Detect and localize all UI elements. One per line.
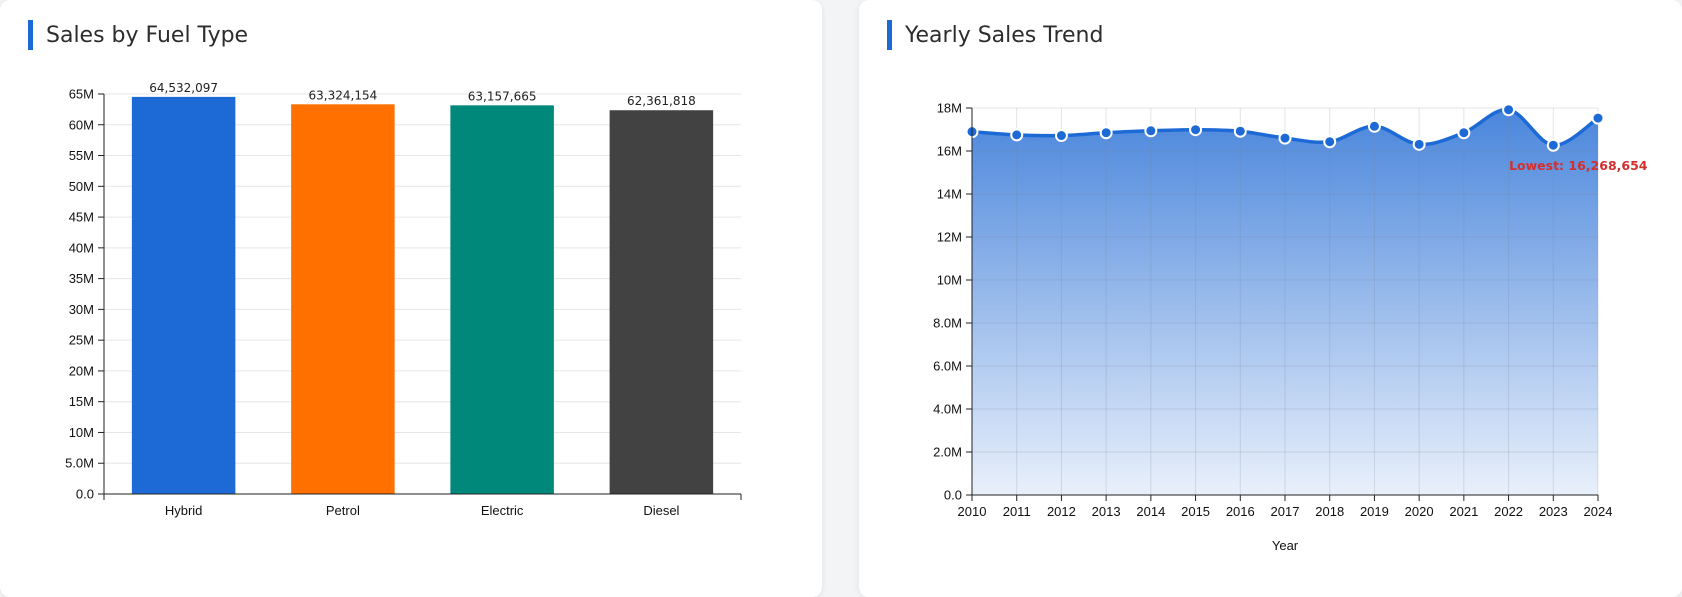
y-tick-label: 15M	[69, 394, 94, 409]
y-tick-label: 4.0M	[933, 402, 962, 417]
y-tick-label: 10M	[937, 273, 962, 288]
y-tick-label: 30M	[69, 302, 94, 317]
data-point-2024	[1591, 111, 1605, 125]
data-point-2022	[1502, 103, 1516, 117]
y-tick-label: 14M	[937, 187, 962, 202]
bar-value-label: 62,361,818	[627, 94, 696, 108]
data-point-2013	[1099, 126, 1113, 140]
y-tick-label: 5.0M	[65, 456, 94, 471]
y-tick-label: 18M	[937, 101, 962, 116]
y-tick-label: 16M	[937, 144, 962, 159]
x-tick-label: 2012	[1047, 504, 1076, 519]
data-point-2014	[1144, 124, 1158, 138]
data-point-2016	[1233, 124, 1247, 138]
bar-chart-card: Sales by Fuel Type 0.0 5.0M 10M 15M 20M 25M 30…	[0, 0, 822, 597]
x-tick-label: 2020	[1405, 504, 1434, 519]
x-tick-label: 2019	[1360, 504, 1389, 519]
data-point-2023	[1546, 138, 1560, 152]
x-tick-label: 2022	[1494, 504, 1523, 519]
data-point-2021	[1457, 126, 1471, 140]
bar-electric	[450, 105, 554, 494]
title-accent-bar	[887, 20, 892, 50]
y-tick-label: 35M	[69, 271, 94, 286]
line-chart-heading: Yearly Sales Trend	[887, 20, 1103, 50]
line-chart-svg: 0.0 2.0M 4.0M 6.0M 8.0M 10M 12M 14M 16M 18M 2010 20…	[933, 101, 1648, 554]
x-tick-label: 2016	[1226, 504, 1255, 519]
y-tick-label: 65M	[69, 87, 94, 102]
x-tick-label: 2018	[1315, 504, 1344, 519]
y-tick-label: 40M	[69, 240, 94, 255]
line-chart-title: Yearly Sales Trend	[905, 22, 1104, 48]
y-tick-label: 6.0M	[933, 359, 962, 374]
data-point-2019	[1367, 119, 1381, 133]
x-tick-label: Diesel	[643, 503, 679, 518]
data-point-2011	[1010, 128, 1024, 142]
y-tick-label: 8.0M	[933, 316, 962, 331]
x-tick-label: Petrol	[326, 503, 360, 518]
y-tick-label: 60M	[69, 117, 94, 132]
y-tick-label: 2.0M	[933, 445, 962, 460]
x-tick-label: 2024	[1584, 504, 1613, 519]
data-point-2018	[1323, 135, 1337, 149]
data-point-2015	[1189, 123, 1203, 137]
bar-value-label: 63,324,154	[309, 88, 378, 102]
y-tick-label: 45M	[69, 210, 94, 225]
lowest-annotation: Lowest: 16,268,654	[1509, 158, 1648, 173]
data-point-2017	[1278, 131, 1292, 145]
data-point-2012	[1054, 129, 1068, 143]
x-tick-label: 2011	[1003, 504, 1031, 519]
bar-hybrid	[131, 96, 236, 495]
x-tick-label: 2023	[1539, 504, 1568, 519]
x-tick-label: 2014	[1136, 504, 1165, 519]
y-tick-label: 20M	[69, 363, 94, 378]
bar-value-label: 63,157,665	[468, 89, 537, 103]
y-tick-label: 0.0	[944, 488, 962, 503]
bar-value-label: 64,532,097	[149, 81, 218, 95]
data-point-2020	[1412, 137, 1426, 151]
bar-chart-heading: Sales by Fuel Type	[28, 20, 248, 50]
title-accent-bar	[28, 20, 33, 50]
bar-chart-title: Sales by Fuel Type	[46, 22, 249, 48]
x-tick-label: 2015	[1181, 504, 1210, 519]
x-tick-label: 2013	[1092, 504, 1121, 519]
x-tick-label: 2010	[958, 504, 987, 519]
y-tick-label: 10M	[69, 425, 94, 440]
bar-chart-svg: 0.0 5.0M 10M 15M 20M 25M 30M 35M 40M 45M 50M 55M 60M…	[65, 81, 742, 518]
x-tick-label: 2017	[1271, 504, 1300, 519]
y-tick-label: 50M	[69, 179, 94, 194]
x-axis-title: Year	[1272, 538, 1299, 553]
bar-diesel	[609, 110, 714, 495]
y-tick-label: 25M	[69, 333, 94, 348]
x-tick-label: Hybrid	[165, 503, 203, 518]
x-tick-label: Electric	[481, 503, 524, 518]
y-tick-label: 0.0	[76, 487, 94, 502]
line-chart-card: Yearly Sales Trend 0.0 2.0M 4.0M 6.0M 8.0M 10…	[859, 0, 1682, 597]
sales-area	[972, 109, 1598, 495]
x-tick-label: 2021	[1449, 504, 1478, 519]
y-tick-label: 12M	[937, 230, 962, 245]
y-tick-label: 55M	[69, 148, 94, 163]
bar-petrol	[291, 104, 395, 494]
